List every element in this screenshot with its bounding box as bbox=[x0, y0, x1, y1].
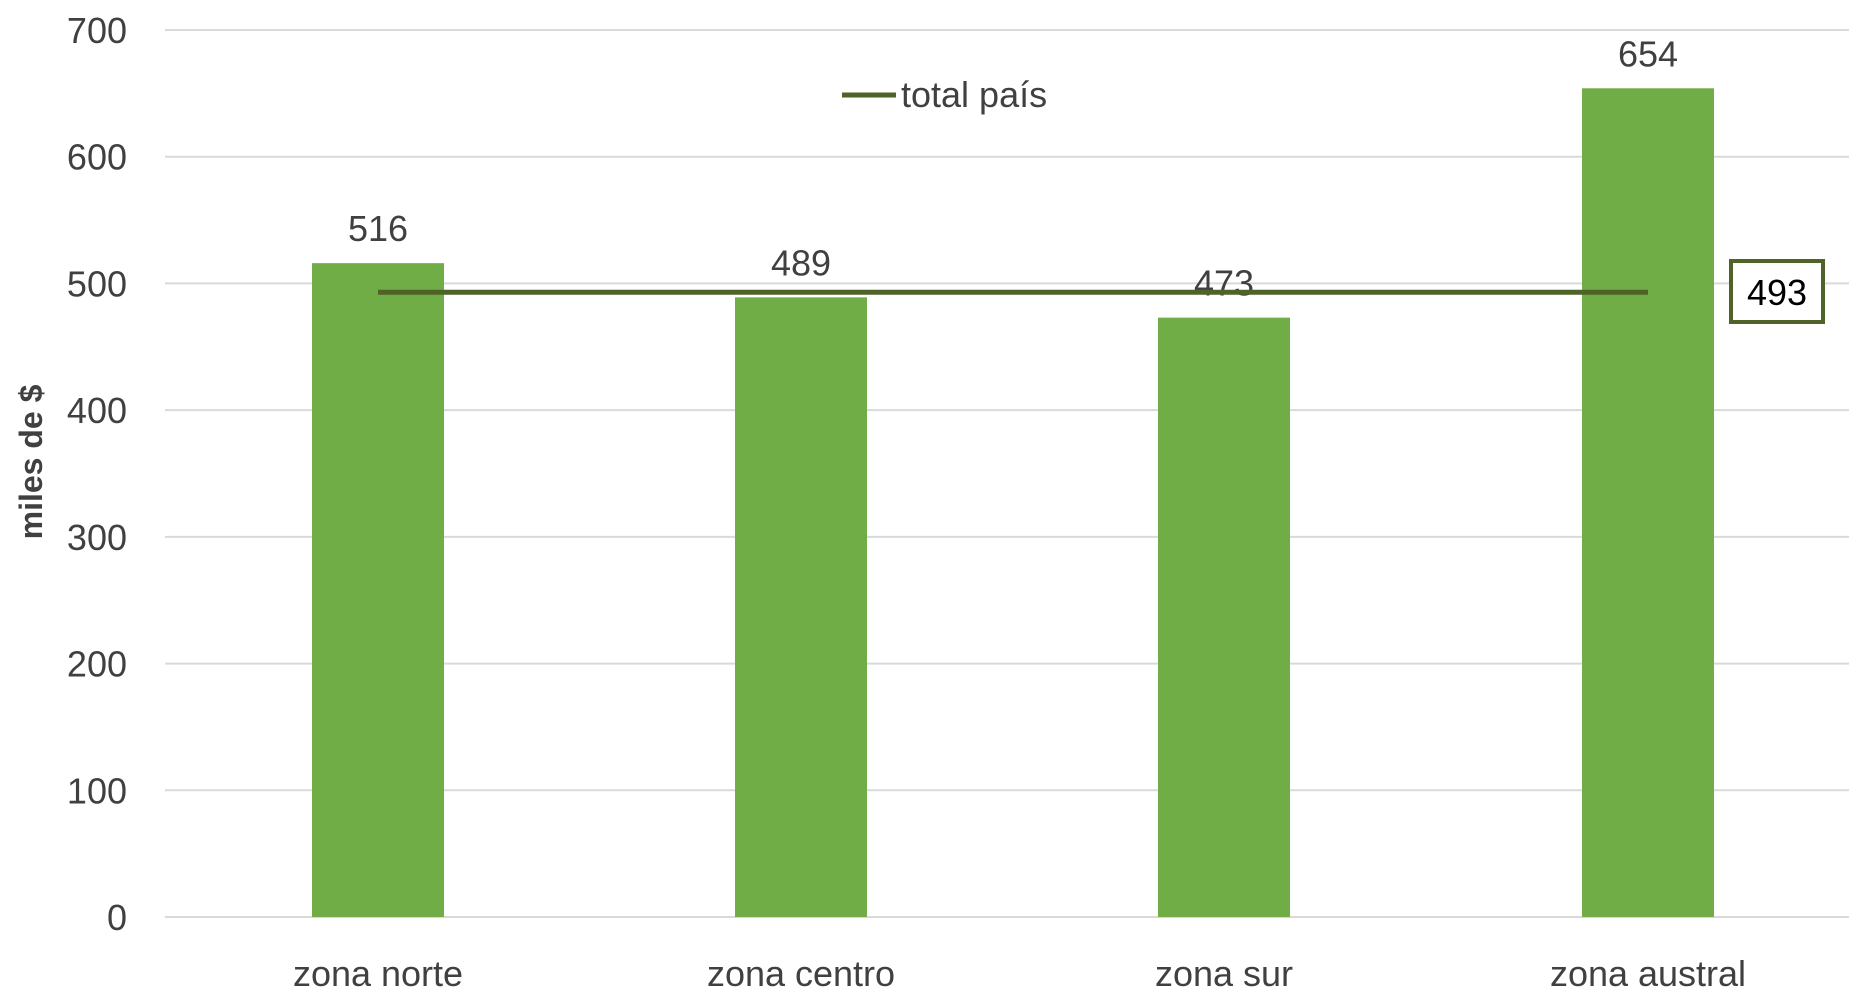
data-label-zona-centro: 489 bbox=[771, 242, 831, 283]
data-labels: 516 489 473 654 bbox=[348, 33, 1678, 303]
x-category-label-zona-centro: zona centro bbox=[707, 953, 895, 989]
y-tick-label-700: 700 bbox=[67, 10, 127, 51]
data-label-zona-austral: 654 bbox=[1618, 33, 1678, 74]
legend-label-total-pais: total país bbox=[901, 74, 1047, 115]
y-tick-label-600: 600 bbox=[67, 137, 127, 178]
x-axis-categories: zona norte zona centro zona sur zona austra… bbox=[293, 953, 1746, 989]
bars bbox=[312, 88, 1714, 917]
bar-zona-centro bbox=[735, 297, 867, 917]
x-category-label-zona-austral: zona austral bbox=[1550, 953, 1746, 989]
reference-line: 493 bbox=[378, 259, 1825, 324]
legend: total país bbox=[842, 74, 1047, 115]
x-category-label-zona-sur: zona sur bbox=[1155, 953, 1293, 989]
gridlines bbox=[165, 29, 1849, 918]
reference-value-box bbox=[1729, 259, 1825, 324]
data-label-zona-norte: 516 bbox=[348, 208, 408, 249]
data-label-zona-sur: 473 bbox=[1194, 263, 1254, 304]
y-tick-label-100: 100 bbox=[67, 770, 127, 811]
reference-value-label: 493 bbox=[1747, 272, 1807, 313]
bar-zona-sur bbox=[1158, 317, 1290, 917]
y-axis-title: miles de $ bbox=[13, 384, 49, 539]
y-tick-label-400: 400 bbox=[67, 390, 127, 431]
bar-zona-norte bbox=[312, 263, 444, 917]
y-tick-label-200: 200 bbox=[67, 644, 127, 685]
y-tick-label-300: 300 bbox=[67, 517, 127, 558]
bar-zona-austral bbox=[1582, 88, 1714, 917]
y-tick-label-0: 0 bbox=[107, 897, 127, 938]
y-axis-ticks: 0 100 200 300 400 500 600 700 bbox=[67, 10, 127, 938]
x-category-label-zona-norte: zona norte bbox=[293, 953, 463, 989]
y-tick-label-500: 500 bbox=[67, 263, 127, 304]
